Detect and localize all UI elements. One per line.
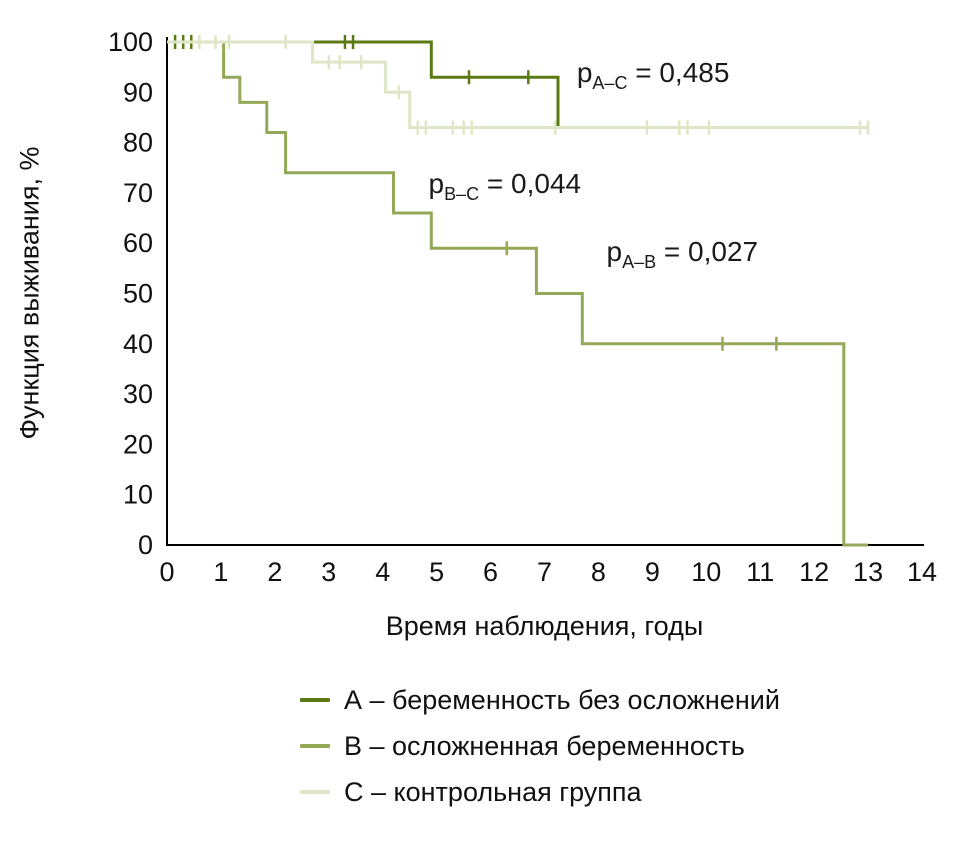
svg-text:4: 4 xyxy=(375,557,390,587)
svg-text:40: 40 xyxy=(123,329,153,359)
svg-text:70: 70 xyxy=(123,178,153,208)
svg-text:5: 5 xyxy=(429,557,444,587)
svg-text:50: 50 xyxy=(123,279,153,309)
svg-text:12: 12 xyxy=(799,557,829,587)
svg-text:9: 9 xyxy=(645,557,660,587)
p-value-annotation: pА–В = 0,027 xyxy=(607,236,759,272)
svg-text:60: 60 xyxy=(123,228,153,258)
svg-text:30: 30 xyxy=(123,379,153,409)
svg-text:90: 90 xyxy=(123,77,153,107)
svg-text:0: 0 xyxy=(159,557,174,587)
legend-label-b: В – осложненная беременность xyxy=(344,731,745,761)
svg-text:0: 0 xyxy=(138,530,153,560)
legend-item-a: А – беременность без осложнений xyxy=(300,684,780,716)
x-axis-label: Время наблюдения, годы xyxy=(385,611,704,641)
p-value-annotation: pА–С = 0,485 xyxy=(577,57,730,93)
legend-line-swatch-c xyxy=(300,790,330,794)
svg-text:11: 11 xyxy=(746,557,774,587)
svg-text:1: 1 xyxy=(213,557,228,587)
svg-text:13: 13 xyxy=(853,557,883,587)
svg-text:10: 10 xyxy=(691,557,721,587)
legend-label-c: С – контрольная группа xyxy=(344,777,642,807)
legend-line-swatch-a xyxy=(300,698,330,702)
y-axis-label: Функция выживания, % xyxy=(14,146,45,440)
svg-text:7: 7 xyxy=(537,557,552,587)
svg-text:100: 100 xyxy=(108,27,153,57)
p-value-annotation: pВ–С = 0,044 xyxy=(429,168,582,204)
legend: А – беременность без осложнений В – осло… xyxy=(300,684,780,808)
x-axis-label-row: Время наблюдения, годы xyxy=(0,611,922,642)
legend-line-swatch-b xyxy=(300,744,330,748)
svg-text:3: 3 xyxy=(321,557,336,587)
svg-text:2: 2 xyxy=(267,557,282,587)
legend-item-c: С – контрольная группа xyxy=(300,776,780,808)
legend-item-b: В – осложненная беременность xyxy=(300,730,780,762)
svg-text:80: 80 xyxy=(123,128,153,158)
svg-text:10: 10 xyxy=(123,480,153,510)
svg-text:8: 8 xyxy=(591,557,606,587)
legend-label-a: А – беременность без осложнений xyxy=(344,685,780,715)
svg-text:20: 20 xyxy=(123,429,153,459)
svg-text:6: 6 xyxy=(483,557,498,587)
svg-text:14: 14 xyxy=(907,557,937,587)
